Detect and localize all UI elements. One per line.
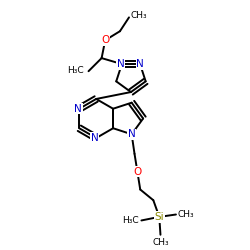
Text: CH₃: CH₃ (130, 10, 147, 20)
Text: H₃C: H₃C (122, 216, 139, 225)
Text: N: N (136, 59, 144, 69)
Text: CH₃: CH₃ (152, 238, 169, 246)
Text: O: O (133, 167, 141, 177)
Text: N: N (91, 133, 99, 143)
Text: N: N (74, 104, 82, 114)
Text: O: O (101, 35, 109, 45)
Text: Si: Si (154, 212, 164, 222)
Text: H₃C: H₃C (68, 66, 84, 74)
Text: N: N (117, 59, 124, 69)
Text: CH₃: CH₃ (178, 210, 194, 219)
Text: N: N (128, 129, 136, 139)
